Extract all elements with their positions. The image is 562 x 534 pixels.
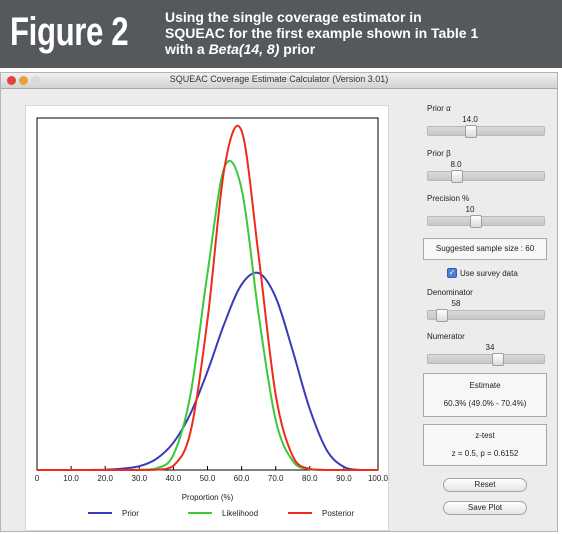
prior-alpha-slider[interactable] [427,125,545,138]
precision-label: Precision % [427,194,470,203]
coverage-plot: 0 10.0 20.0 30.0 40.0 50.0 60.0 70.0 80.0 90.0 100… [25,105,389,531]
denominator-slider-thumb[interactable] [436,309,448,322]
legend-label-prior: Prior [122,509,139,518]
x-tick-label: 80.0 [302,474,318,483]
precision-value: 10 [465,205,475,214]
denominator-value: 58 [451,299,461,308]
precision-slider-thumb[interactable] [470,215,482,228]
x-tick-label: 20.0 [97,474,113,483]
prior-beta-value: 8.0 [450,160,462,169]
caption-italic: Beta(14, 8) [208,41,280,57]
figure-label: Figure 2 [10,10,129,54]
use-survey-data-label: Use survey data [460,269,518,278]
x-axis-label: Proportion (%) [182,493,234,502]
prior-beta-label: Prior β [427,149,451,158]
x-tick-label: 10.0 [63,474,79,483]
denominator-label: Denominator [427,288,473,297]
legend-label-posterior: Posterior [322,509,354,518]
suggested-sample-size-box: Suggested sample size : 60 [423,238,547,260]
x-tick-label: 70.0 [268,474,284,483]
ztest-value: z = 0.5, p = 0.6152 [451,449,519,458]
estimate-box: Estimate 60.3% (49.0% - 70.4%) [423,373,547,417]
caption-line-2: SQUEAC for the first example shown in Ta… [165,25,479,41]
save-plot-button[interactable]: Save Plot [443,501,527,515]
ztest-title: z-test [475,431,495,440]
numerator-label: Numerator [427,332,465,341]
caption-text-end: prior [279,41,316,57]
zoom-window-icon[interactable] [31,76,40,85]
caption-text: with a [165,41,209,57]
precision-slider[interactable] [427,215,545,228]
series-line-posterior [37,124,379,472]
prior-beta-slider-thumb[interactable] [451,170,463,183]
x-tick-label: 40.0 [166,474,182,483]
numerator-slider-thumb[interactable] [492,353,504,366]
estimate-title: Estimate [469,381,501,390]
x-tick-label: 60.0 [234,474,250,483]
x-tick-label: 90.0 [336,474,352,483]
x-tick-label: 30.0 [132,474,148,483]
control-panel: Prior α 14.0 Prior β 8.0 Precision % 10 … [415,93,555,533]
numerator-value: 34 [485,343,495,352]
x-tick-label: 100.0 [368,474,389,483]
numerator-slider[interactable] [427,353,545,366]
ztest-box: z-test z = 0.5, p = 0.6152 [423,424,547,466]
caption-line-1: Using the single coverage estimator in [165,9,422,25]
close-window-icon[interactable] [7,76,16,85]
estimate-value: 60.3% (49.0% - 70.4%) [443,399,527,408]
x-tick-label: 0 [35,474,40,483]
prior-alpha-value: 14.0 [462,115,478,124]
plot-frame [36,117,379,471]
denominator-slider[interactable] [427,309,545,322]
reset-button[interactable]: Reset [443,478,527,492]
calculator-window: SQUEAC Coverage Estimate Calculator (Ver… [0,72,558,532]
prior-beta-slider[interactable] [427,170,545,183]
coverage-chart-svg: 0 10.0 20.0 30.0 40.0 50.0 60.0 70.0 80.0 90.0 100… [35,117,389,518]
figure-caption: Using the single coverage estimator in S… [165,9,555,57]
minimize-window-icon[interactable] [19,76,28,85]
figure-banner: Figure 2 Using the single coverage estim… [0,0,562,68]
use-survey-data-checkbox[interactable]: ✓ [447,268,457,278]
series-line-prior [37,271,379,472]
x-tick-label: 50.0 [200,474,216,483]
prior-alpha-label: Prior α [427,104,451,113]
caption-line-3: with a Beta(14, 8) prior [165,41,555,57]
legend-label-likelihood: Likelihood [222,509,258,518]
prior-alpha-slider-thumb[interactable] [465,125,477,138]
window-titlebar: SQUEAC Coverage Estimate Calculator (Ver… [1,73,557,89]
window-title: SQUEAC Coverage Estimate Calculator (Ver… [169,74,389,84]
